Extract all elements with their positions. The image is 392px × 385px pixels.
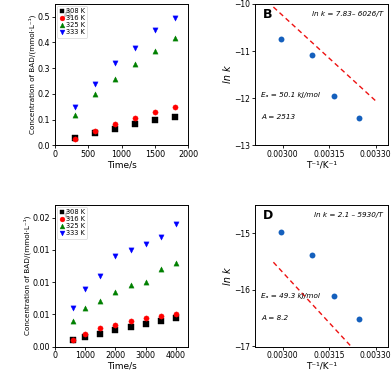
Point xyxy=(92,91,98,97)
Text: A = 8.2: A = 8.2 xyxy=(261,315,289,321)
Y-axis label: ln k: ln k xyxy=(223,66,232,84)
Point xyxy=(92,129,98,136)
Point xyxy=(158,266,164,272)
Y-axis label: Concentration of BAD/(mmol·L⁻¹): Concentration of BAD/(mmol·L⁻¹) xyxy=(24,216,31,335)
Point xyxy=(173,221,179,227)
Point xyxy=(113,322,119,328)
Point xyxy=(127,324,134,330)
Point xyxy=(72,136,78,142)
Point xyxy=(92,81,98,87)
Point xyxy=(97,273,103,279)
Point xyxy=(113,327,119,333)
Point xyxy=(112,60,118,66)
Point xyxy=(143,279,149,285)
Point xyxy=(72,112,78,118)
Point xyxy=(82,286,88,292)
Point xyxy=(113,289,119,295)
Point xyxy=(356,316,362,322)
Point xyxy=(331,93,337,99)
Point xyxy=(127,247,134,253)
Legend: 308 K, 316 K, 325 K, 333 K: 308 K, 316 K, 325 K, 333 K xyxy=(57,6,87,37)
Point xyxy=(278,36,284,42)
Point xyxy=(132,60,138,67)
Point xyxy=(70,337,76,343)
Point xyxy=(70,305,76,311)
Point xyxy=(173,311,179,317)
Point xyxy=(70,318,76,324)
Point xyxy=(127,282,134,288)
Point xyxy=(92,128,98,134)
Point xyxy=(97,298,103,305)
Point xyxy=(132,45,138,51)
Point xyxy=(132,115,138,121)
Point xyxy=(82,334,88,340)
Point xyxy=(172,15,178,21)
Point xyxy=(127,318,134,324)
Text: A: A xyxy=(63,8,73,21)
Point xyxy=(152,117,158,123)
Point xyxy=(278,229,284,235)
Point xyxy=(112,75,118,82)
Point xyxy=(132,121,138,127)
Point xyxy=(309,52,316,58)
Point xyxy=(172,104,178,110)
Text: C: C xyxy=(63,209,72,222)
Point xyxy=(309,252,316,258)
Text: Eₐ = 50.1 kJ/mol: Eₐ = 50.1 kJ/mol xyxy=(261,92,320,98)
Legend: 308 K, 316 K, 325 K, 333 K: 308 K, 316 K, 325 K, 333 K xyxy=(57,207,87,239)
Point xyxy=(152,48,158,54)
Y-axis label: Concentration of BAD/(mmol·L⁻¹): Concentration of BAD/(mmol·L⁻¹) xyxy=(29,15,36,134)
Point xyxy=(113,253,119,259)
Point xyxy=(97,325,103,331)
Point xyxy=(82,331,88,337)
Text: ln k = 2.1 – 5930/T: ln k = 2.1 – 5930/T xyxy=(314,212,383,218)
Y-axis label: ln k: ln k xyxy=(223,267,232,285)
Point xyxy=(152,27,158,33)
X-axis label: T⁻¹/K⁻¹: T⁻¹/K⁻¹ xyxy=(306,161,337,170)
Point xyxy=(158,318,164,324)
X-axis label: Time/s: Time/s xyxy=(107,362,136,371)
Point xyxy=(72,104,78,110)
Text: Eₐ = 49.3 kJ/mol: Eₐ = 49.3 kJ/mol xyxy=(261,293,320,299)
Point xyxy=(143,315,149,321)
Text: A = 2513: A = 2513 xyxy=(261,114,296,120)
Point xyxy=(112,126,118,132)
Point xyxy=(72,135,78,141)
Point xyxy=(143,321,149,327)
Text: D: D xyxy=(263,209,273,222)
Point xyxy=(152,109,158,115)
Point xyxy=(172,114,178,120)
Point xyxy=(172,35,178,41)
Point xyxy=(331,293,337,299)
Point xyxy=(112,121,118,127)
Point xyxy=(82,305,88,311)
Point xyxy=(158,313,164,319)
Point xyxy=(158,234,164,240)
Point xyxy=(173,315,179,321)
Point xyxy=(97,331,103,337)
Text: B: B xyxy=(263,8,272,21)
X-axis label: Time/s: Time/s xyxy=(107,161,136,170)
Point xyxy=(356,115,362,121)
Point xyxy=(143,241,149,247)
Point xyxy=(173,260,179,266)
Point xyxy=(70,337,76,343)
Text: ln k = 7.83– 6026/T: ln k = 7.83– 6026/T xyxy=(312,11,383,17)
X-axis label: T⁻¹/K⁻¹: T⁻¹/K⁻¹ xyxy=(306,362,337,371)
